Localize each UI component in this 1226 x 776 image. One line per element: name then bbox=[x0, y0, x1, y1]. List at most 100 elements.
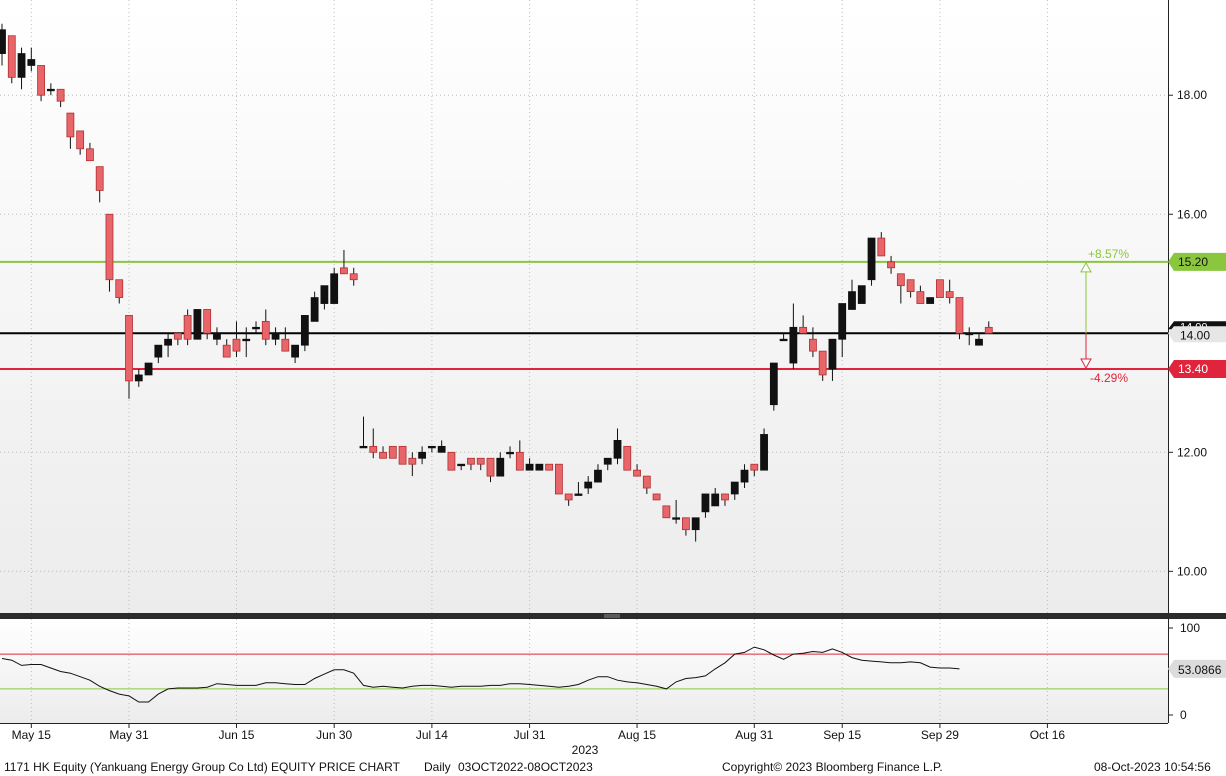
candle bbox=[418, 446, 427, 465]
candle-body-up bbox=[359, 445, 368, 449]
candle bbox=[682, 517, 690, 536]
indicator-y-tick-label: 100 bbox=[1180, 621, 1200, 635]
candle-body-up bbox=[213, 332, 221, 340]
candle bbox=[740, 464, 749, 489]
candle bbox=[594, 464, 602, 483]
candlesticks bbox=[0, 23, 993, 542]
candle-body-up bbox=[672, 517, 681, 520]
candle-body-down bbox=[86, 148, 94, 162]
footer-timestamp: 08-Oct-2023 10:54:56 bbox=[1094, 760, 1211, 774]
candle-body-up bbox=[760, 434, 768, 471]
x-tick-label: Jun 15 bbox=[218, 728, 254, 742]
candle bbox=[857, 285, 866, 304]
candle bbox=[320, 285, 329, 310]
candle bbox=[173, 332, 182, 346]
candle-body-up bbox=[320, 285, 329, 304]
candle-body-down bbox=[642, 475, 651, 489]
candle bbox=[535, 463, 544, 471]
candle-body-down bbox=[125, 315, 133, 382]
candle bbox=[906, 279, 915, 298]
candle-body-up bbox=[613, 440, 622, 459]
current-level-tag: 14.00 bbox=[1168, 326, 1226, 343]
candle bbox=[701, 493, 710, 518]
candle bbox=[936, 279, 944, 298]
price-panel-background bbox=[0, 0, 1168, 613]
candle bbox=[789, 303, 798, 369]
candle-body-up bbox=[779, 338, 788, 342]
x-tick-label: May 15 bbox=[12, 728, 52, 742]
candle bbox=[0, 23, 6, 66]
candle bbox=[213, 327, 221, 346]
candle-body-up bbox=[926, 297, 935, 304]
footer-title: 1171 HK Equity (Yankuang Energy Group Co… bbox=[4, 760, 400, 774]
candle bbox=[975, 333, 983, 346]
candle-body-down bbox=[203, 309, 212, 334]
indicator-last-tag-label: 53.0866 bbox=[1178, 663, 1222, 677]
candle bbox=[203, 309, 212, 340]
candle-body-up bbox=[496, 457, 505, 477]
candle-body-down bbox=[818, 350, 827, 376]
candle bbox=[838, 303, 847, 358]
candle-body-down bbox=[408, 457, 417, 465]
candle bbox=[769, 362, 778, 411]
candle-body-down bbox=[945, 291, 954, 298]
candle-body-up bbox=[691, 517, 700, 531]
candle bbox=[76, 130, 85, 155]
footer-frequency: Daily bbox=[424, 760, 451, 774]
candle bbox=[134, 368, 143, 387]
candle bbox=[642, 475, 651, 494]
y-tick-label: 18.00 bbox=[1177, 88, 1207, 102]
candle bbox=[56, 88, 65, 108]
candle-body-down bbox=[183, 315, 192, 340]
candle bbox=[603, 457, 612, 471]
candle bbox=[691, 517, 700, 542]
measure-lower-pct: -4.29% bbox=[1090, 371, 1128, 385]
x-axis-year-label: 2023 bbox=[572, 743, 599, 757]
candle-body-down bbox=[447, 451, 456, 471]
candle bbox=[711, 488, 720, 507]
candle-body-down bbox=[340, 267, 348, 275]
candle bbox=[193, 309, 202, 340]
candle bbox=[554, 463, 563, 495]
candle bbox=[750, 463, 759, 477]
candle-body-down bbox=[261, 320, 270, 340]
indicator-line bbox=[1, 646, 960, 703]
candle-body-up bbox=[584, 481, 593, 489]
candle bbox=[467, 457, 475, 471]
candle bbox=[154, 344, 163, 364]
candle-body-up bbox=[457, 463, 466, 467]
candle-body-up bbox=[17, 53, 26, 78]
candle-body-down bbox=[906, 279, 915, 293]
candle bbox=[887, 255, 895, 274]
candle-body-down bbox=[56, 88, 65, 102]
candle bbox=[515, 440, 524, 471]
candle bbox=[926, 297, 935, 304]
candle-body-down bbox=[750, 463, 759, 471]
candle bbox=[818, 350, 827, 381]
candle bbox=[27, 47, 36, 72]
measure-arrow-down bbox=[1080, 358, 1092, 370]
candle bbox=[46, 83, 55, 96]
candle bbox=[447, 451, 456, 471]
candle bbox=[828, 338, 837, 381]
current-level-tag-bg bbox=[1168, 326, 1226, 343]
candle bbox=[730, 481, 739, 500]
candle bbox=[496, 452, 505, 477]
candle-body-up bbox=[154, 344, 163, 358]
candle bbox=[896, 273, 905, 304]
upper-level-tag-label: 15.20 bbox=[1178, 255, 1208, 269]
candle-body-down bbox=[887, 261, 895, 269]
candle bbox=[848, 279, 856, 310]
candle bbox=[457, 463, 466, 471]
candle-body-up bbox=[291, 344, 300, 358]
indicator-panel bbox=[0, 646, 1168, 703]
candle-body-down bbox=[515, 451, 524, 471]
range-measure-tool[interactable]: +8.57% -4.29% bbox=[1080, 247, 1129, 385]
candle-body-down bbox=[652, 493, 661, 501]
chart-canvas[interactable]: +8.57% -4.29% 10.00 12.00 14.00 16.00 18.00 15… bbox=[0, 0, 1226, 758]
candle-body-up bbox=[506, 451, 514, 455]
candle bbox=[330, 267, 339, 304]
candle-body-up bbox=[427, 445, 436, 449]
candle bbox=[359, 416, 368, 449]
candle bbox=[564, 493, 573, 506]
